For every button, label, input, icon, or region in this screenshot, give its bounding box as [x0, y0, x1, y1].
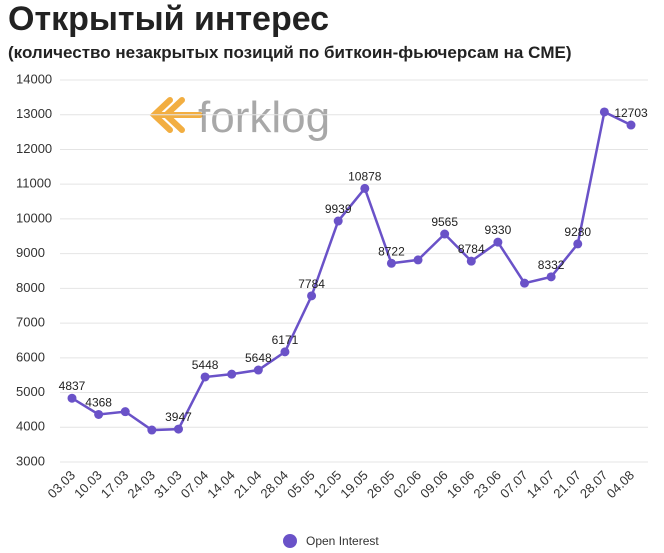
point	[280, 347, 290, 357]
point	[573, 239, 583, 249]
point	[227, 369, 237, 379]
x-tick-label: 07.04	[178, 468, 212, 502]
value-label: 10878	[348, 169, 382, 183]
x-tick-label: 12.05	[311, 468, 345, 502]
point	[147, 425, 157, 435]
value-label: 9280	[564, 225, 591, 239]
y-tick-label: 10000	[16, 210, 52, 225]
x-tick-label: 23.06	[470, 468, 504, 502]
x-tick-label: 28.07	[577, 468, 611, 502]
x-tick-label: 14.04	[204, 468, 238, 502]
point	[333, 216, 343, 226]
logo: forklog	[149, 93, 330, 142]
y-tick-label: 5000	[16, 384, 45, 399]
y-tick-label: 6000	[16, 349, 45, 364]
x-tick-label: 21.07	[550, 468, 584, 502]
point	[307, 291, 317, 301]
point	[360, 183, 370, 193]
x-tick-label: 17.03	[98, 468, 132, 502]
y-tick-label: 14000	[16, 71, 52, 86]
point	[626, 120, 636, 130]
legend-marker	[283, 534, 297, 548]
x-tick-label: 07.07	[497, 468, 531, 502]
value-label: 9330	[485, 223, 512, 237]
chart-title: Открытый интерес	[8, 0, 329, 38]
value-label: 7784	[298, 277, 325, 291]
y-tick-label: 7000	[16, 315, 45, 330]
x-tick-label: 21.04	[231, 468, 265, 502]
point	[386, 258, 396, 268]
x-tick-label: 02.06	[391, 468, 425, 502]
x-tick-label: 05.05	[284, 468, 318, 502]
point	[413, 255, 423, 265]
y-tick-label: 12000	[16, 141, 52, 156]
point	[493, 237, 503, 247]
point	[546, 272, 556, 282]
x-tick-label: 09.06	[417, 468, 451, 502]
value-label: 4837	[59, 379, 86, 393]
point	[253, 365, 263, 375]
point	[599, 107, 609, 117]
x-tick-label: 24.03	[124, 468, 158, 502]
x-tick-label: 04.08	[604, 468, 638, 502]
value-label: 3947	[165, 410, 192, 424]
value-label: 12703	[614, 106, 648, 120]
point	[466, 256, 476, 266]
point	[173, 424, 183, 434]
chart-subtitle: (количество незакрытых позиций по биткои…	[8, 43, 572, 62]
value-label: 8332	[538, 258, 565, 272]
legend-label: Open Interest	[306, 534, 379, 548]
value-label: 8722	[378, 244, 405, 258]
logo-text: forklog	[198, 93, 330, 142]
value-label: 4368	[85, 395, 112, 409]
y-tick-label: 4000	[16, 419, 45, 434]
point	[440, 229, 450, 239]
point	[120, 407, 130, 417]
y-tick-label: 3000	[16, 453, 45, 468]
value-label: 5448	[192, 358, 219, 372]
value-label: 6171	[272, 333, 299, 347]
line	[71, 110, 632, 432]
point	[67, 393, 77, 403]
x-tick-label: 26.05	[364, 468, 398, 502]
y-tick-label: 9000	[16, 245, 45, 260]
x-tick-label: 28.04	[257, 468, 291, 502]
value-label: 8784	[458, 242, 485, 256]
y-tick-label: 13000	[16, 106, 52, 121]
point	[520, 278, 530, 288]
value-label: 5648	[245, 351, 272, 365]
y-tick-label: 11000	[16, 176, 51, 191]
y-tick-label: 8000	[16, 280, 45, 295]
x-tick-label: 14.07	[524, 468, 558, 502]
point	[200, 372, 210, 382]
point	[94, 409, 104, 419]
x-tick-label: 10.03	[71, 468, 105, 502]
x-tick-label: 16.06	[444, 468, 478, 502]
value-label: 9565	[431, 215, 458, 229]
x-tick-label: 19.05	[337, 468, 371, 502]
value-label: 9939	[325, 202, 352, 216]
x-tick-label: 31.03	[151, 468, 185, 502]
x-tick-label: 03.03	[45, 468, 79, 502]
